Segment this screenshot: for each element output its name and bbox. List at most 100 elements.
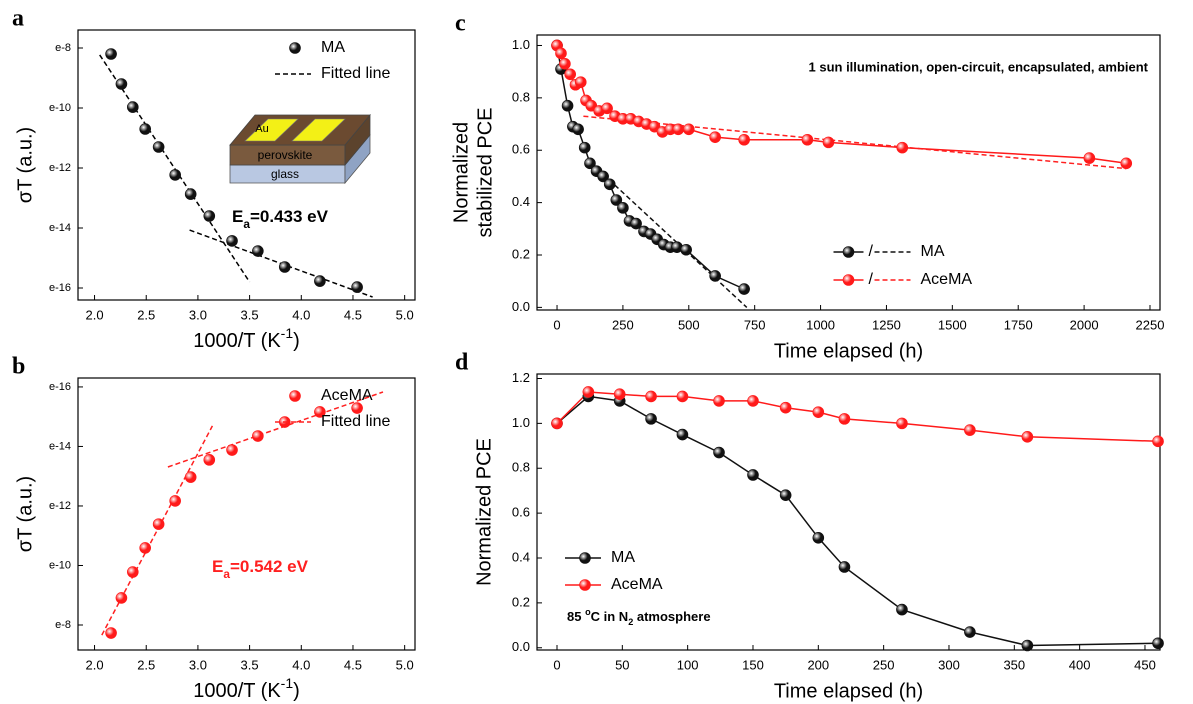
- data-point: [838, 561, 851, 573]
- x-tick-label: 2.5: [137, 657, 155, 672]
- data-point: [672, 123, 685, 136]
- plot-frame: [536, 34, 1161, 311]
- annotation: 85 oC in N2 atmosphere: [567, 607, 711, 627]
- x-axis-label: Time elapsed (h): [774, 680, 923, 702]
- data-point: [738, 283, 750, 295]
- data-point: [152, 141, 165, 153]
- y-axis-label: σT (a.u.): [14, 476, 36, 552]
- x-tick-label: 300: [938, 657, 960, 672]
- x-tick-label: 100: [677, 657, 699, 672]
- text-part: 85: [567, 609, 585, 624]
- y-tick-label: 1.2: [512, 370, 530, 385]
- data-point: [709, 131, 721, 143]
- inset-schematic: Au perovskite glass: [229, 113, 371, 185]
- x-tick-label: 0: [553, 317, 560, 332]
- text-part: =0.542 eV: [230, 557, 309, 576]
- y-tick-label: e-16: [49, 282, 71, 294]
- x-tick-label: 750: [744, 317, 766, 332]
- plot-frame: [77, 377, 416, 651]
- x-tick-label: 5.0: [396, 657, 414, 672]
- text-part: ): [293, 680, 300, 702]
- text-part: 1000/T (K: [193, 680, 281, 702]
- data-point: [645, 390, 657, 403]
- data-point: [126, 566, 139, 578]
- series-line: [99, 54, 251, 283]
- text-part: 2: [628, 617, 633, 627]
- data-point: [351, 281, 363, 293]
- inset-label: Au: [255, 123, 268, 135]
- data-point: [1083, 152, 1096, 164]
- data-point: [152, 518, 165, 530]
- data-point: [779, 489, 792, 501]
- data-point: [561, 99, 574, 112]
- x-tick-label: 200: [807, 657, 829, 672]
- y-tick-label: 1.0: [512, 37, 530, 52]
- data-point: [572, 123, 584, 136]
- x-tick-label: 3.0: [189, 307, 207, 322]
- data-point: [713, 446, 725, 459]
- text-part: E: [212, 557, 223, 576]
- y-tick-label: e-8: [55, 619, 71, 631]
- series-line: [167, 391, 384, 468]
- data-point: [578, 141, 591, 154]
- data-point: [226, 444, 238, 456]
- data-point: [105, 627, 117, 639]
- legend-marker: [579, 552, 591, 564]
- data-point: [682, 123, 695, 136]
- data-point: [1021, 431, 1034, 443]
- legend-marker: [842, 246, 855, 258]
- electrode: [291, 118, 346, 142]
- data-point: [601, 102, 613, 115]
- x-tick-label: 400: [1069, 657, 1091, 672]
- electrode: [244, 118, 299, 142]
- x-tick-label: 3.0: [189, 657, 207, 672]
- y-tick-label: 0.2: [512, 594, 530, 609]
- data-point: [822, 136, 835, 149]
- annotation: Ea=0.433 eV: [232, 207, 329, 231]
- y-tick-label: e-12: [49, 500, 71, 512]
- data-point: [613, 388, 626, 400]
- data-point: [896, 603, 908, 616]
- data-point: [226, 235, 238, 247]
- x-tick-label: 1250: [872, 317, 901, 332]
- x-tick-label: 250: [612, 317, 634, 332]
- panel-label: b: [12, 354, 25, 380]
- text-part: =0.433 eV: [250, 207, 329, 226]
- x-tick-label: 1000: [806, 317, 835, 332]
- data-point: [351, 402, 363, 414]
- text-part: 1000/T (K: [193, 330, 281, 352]
- x-tick-label: 50: [615, 657, 629, 672]
- data-point: [779, 401, 792, 414]
- data-point: [610, 194, 623, 206]
- legend-label: Fitted line: [321, 65, 390, 82]
- series-line: [590, 162, 748, 308]
- data-point: [747, 469, 759, 481]
- series-line: [101, 425, 214, 636]
- y-tick-label: 0.0: [512, 299, 530, 314]
- x-tick-label: 4.5: [344, 307, 362, 322]
- data-point: [738, 133, 750, 146]
- y-tick-label: e-10: [49, 102, 71, 114]
- inset-label: perovskite: [258, 148, 313, 162]
- y-tick-label: 1.0: [512, 415, 530, 430]
- data-point: [1152, 435, 1164, 448]
- text-part: a: [243, 217, 250, 231]
- text-part: E: [232, 207, 243, 226]
- y-tick-label: 0.4: [512, 549, 530, 564]
- x-tick-label: 4.0: [292, 657, 310, 672]
- data-point: [314, 275, 326, 287]
- legend-marker: [289, 42, 301, 54]
- data-point: [169, 169, 181, 181]
- data-point: [559, 58, 571, 70]
- data-point: [1152, 637, 1164, 650]
- x-tick-label: 4.5: [344, 657, 362, 672]
- legend-label: MA: [921, 243, 945, 260]
- data-point: [203, 210, 216, 222]
- y-tick-label: e-16: [49, 381, 71, 393]
- data-point: [555, 47, 567, 60]
- x-tick-label: 3.5: [241, 657, 259, 672]
- legend-label: AceMA: [611, 576, 663, 593]
- x-tick-label: 150: [742, 657, 764, 672]
- data-point: [203, 454, 216, 466]
- y-tick-label: 0.4: [512, 194, 530, 209]
